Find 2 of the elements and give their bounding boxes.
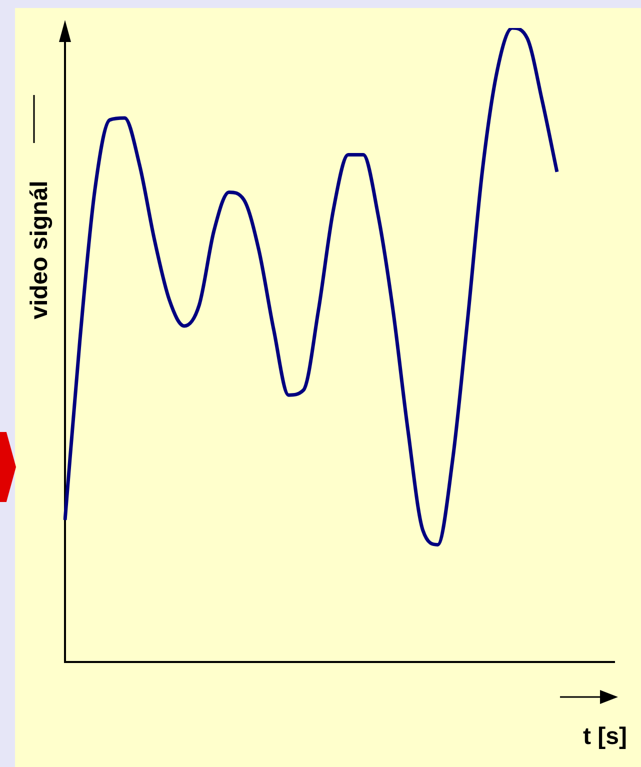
- y-axis-title: video signál: [26, 180, 54, 320]
- x-axis-title: t [s]: [583, 723, 627, 751]
